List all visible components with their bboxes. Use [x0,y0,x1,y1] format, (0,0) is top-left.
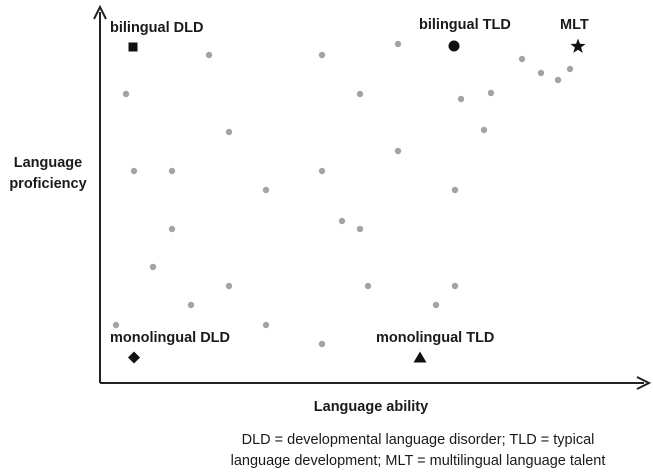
bilingual-dld-label: bilingual DLD [110,20,203,36]
population-dot [487,89,495,97]
population-dot [554,76,562,84]
population-dot [457,95,465,103]
monolingual-tld-triangle-marker [413,351,427,363]
monolingual-tld-label: monolingual TLD [376,330,494,346]
bilingual-dld-square-marker [128,42,138,52]
bilingual-tld-circle-marker [448,40,460,52]
population-dot [451,282,459,290]
population-dot [364,282,372,290]
population-dot [356,90,364,98]
population-dot [394,40,402,48]
y-axis-arrowhead [93,4,107,20]
population-dot [149,263,157,271]
x-axis-label: Language ability [314,399,428,415]
population-dot [318,340,326,348]
population-dots [112,40,574,348]
population-dot [168,167,176,175]
population-dot [318,51,326,59]
population-dot [318,167,326,175]
population-dot [432,301,440,309]
population-dot [537,69,545,77]
y-axis-label-line-2: proficiency [9,176,86,192]
x-axis-arrowhead [636,376,652,390]
population-dot [480,126,488,134]
y-axis-label-line-1: Language [14,155,82,171]
population-dot [262,186,270,194]
population-dot [122,90,130,98]
footnote-line-1: DLD = developmental language disorder; T… [242,432,595,448]
mlt-label: MLT [560,17,589,33]
footnote-line-2: language development; MLT = multilingual… [231,453,606,469]
population-dot [130,167,138,175]
monolingual-dld-label: monolingual DLD [110,330,230,346]
population-dot [451,186,459,194]
bilingual-tld-label: bilingual TLD [419,17,511,33]
population-dot [566,65,574,73]
population-dot [112,321,120,329]
population-dot [187,301,195,309]
population-dot [518,55,526,63]
population-dot [356,225,364,233]
axes [93,4,652,390]
mlt-star-marker [570,38,586,53]
population-dot [338,217,346,225]
monolingual-dld-diamond-marker [128,351,140,364]
population-dot [205,51,213,59]
population-dot [168,225,176,233]
population-dot [225,282,233,290]
population-dot [394,147,402,155]
population-dot [225,128,233,136]
population-dot [262,321,270,329]
